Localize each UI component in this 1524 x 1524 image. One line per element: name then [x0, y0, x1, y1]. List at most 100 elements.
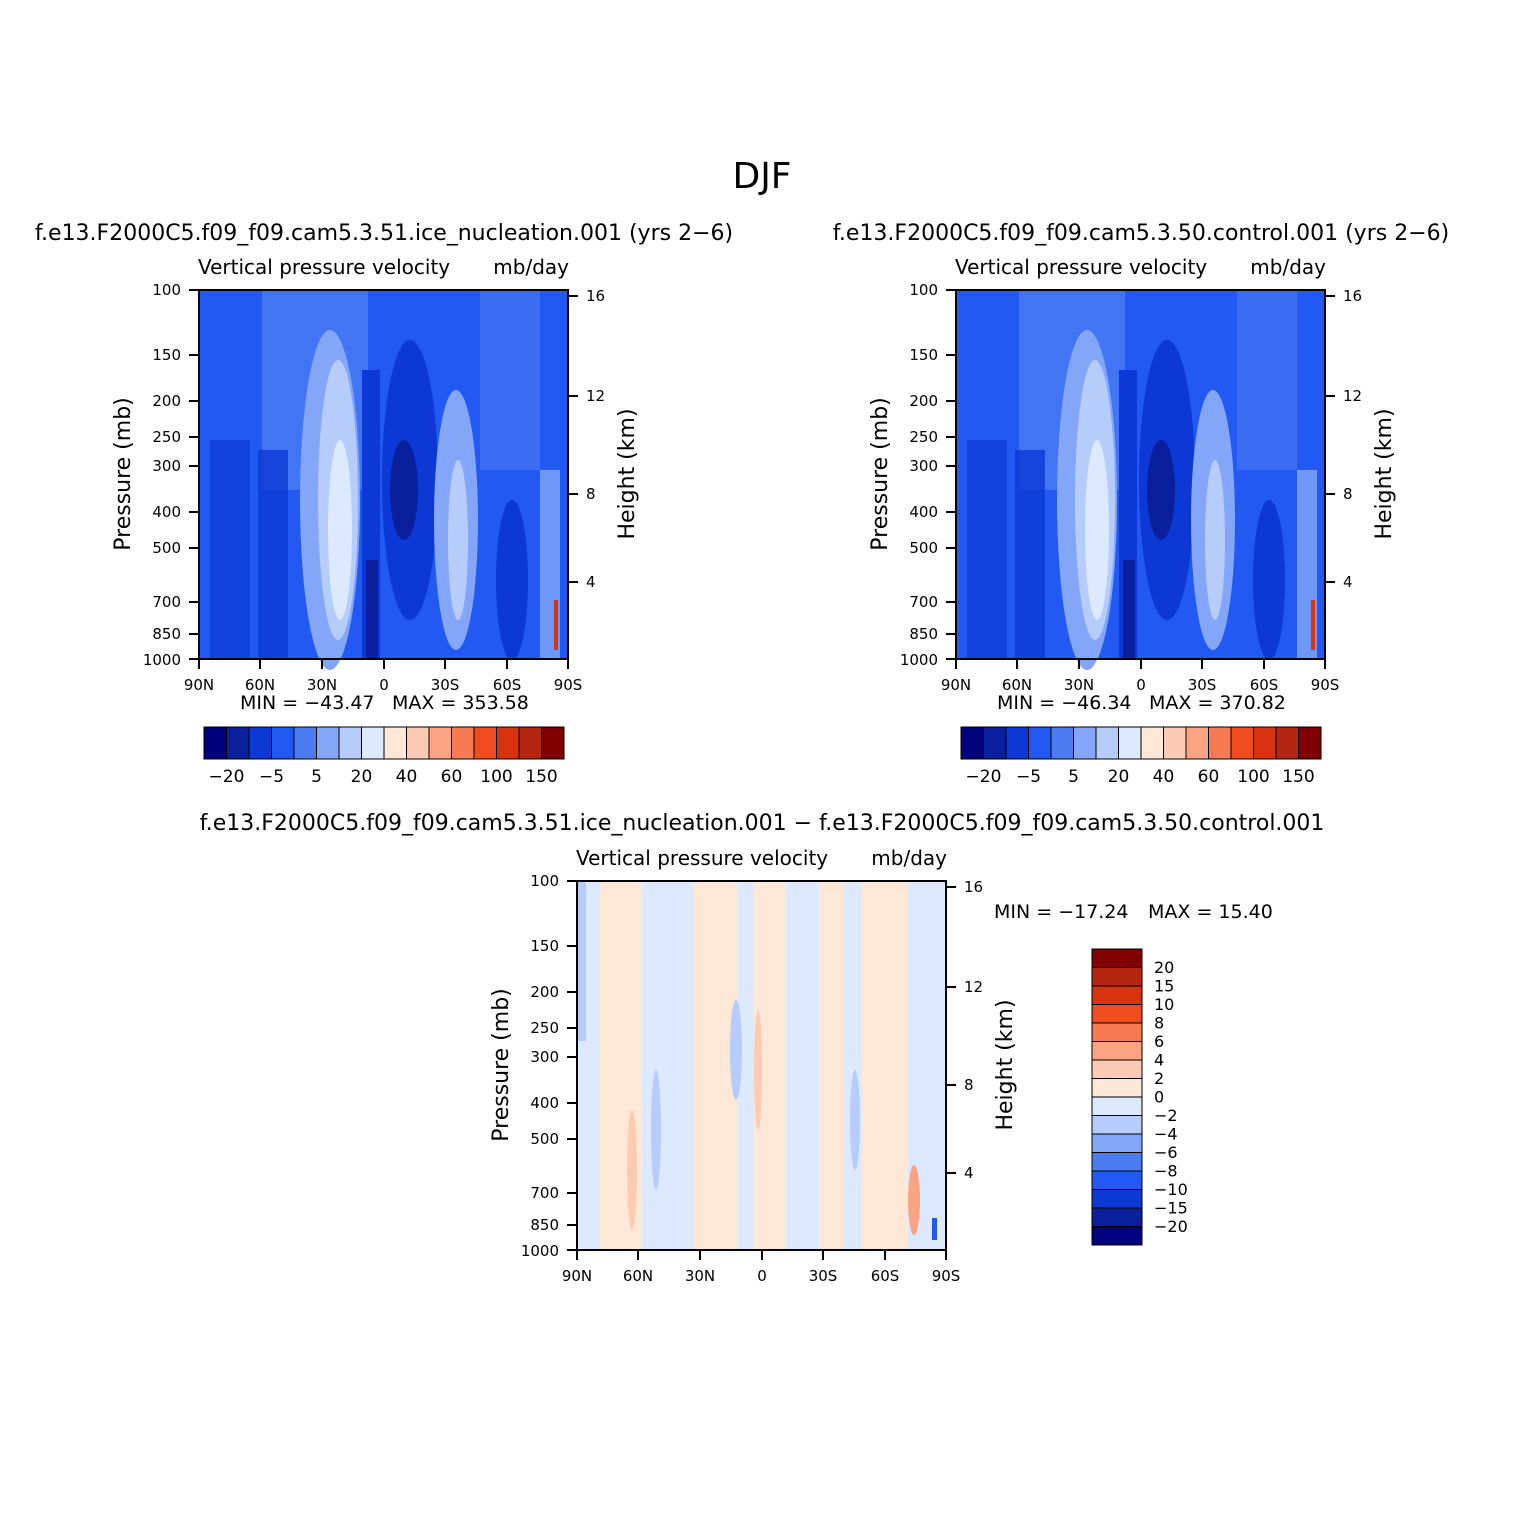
panel-1-y-right-axis: 16 12 8 4 Height (km): [568, 287, 640, 591]
y-tick-label: 150: [530, 937, 559, 955]
colorbar-label: 5: [311, 767, 322, 787]
colorbar-label: 20: [1154, 958, 1174, 977]
colorbar-label: 4: [1154, 1051, 1164, 1070]
y-tick-label: 300: [530, 1048, 559, 1066]
panel-3-variable: Vertical pressure velocity: [576, 846, 828, 870]
panel-1-min-label: MIN = −43.47: [240, 692, 375, 714]
panel-1-variable: Vertical pressure velocity: [198, 255, 450, 279]
y-tick-label: 100: [152, 281, 181, 299]
x-tick-label: 60S: [1250, 676, 1279, 694]
panel-3-case-title: f.e13.F2000C5.f09_f09.cam5.3.51.ice_nucl…: [200, 811, 1325, 836]
y-tick-label: 1000: [143, 651, 181, 669]
colorbar-label: 15: [1154, 977, 1174, 996]
y-tick-label: 400: [530, 1094, 559, 1112]
y-tick-label: 700: [530, 1184, 559, 1202]
x-tick-label: 60N: [623, 1267, 653, 1285]
colorbar-label: 5: [1068, 767, 1079, 787]
colorbar-label: −20: [966, 767, 1002, 787]
panel-3: f.e13.F2000C5.f09_f09.cam5.3.51.ice_nucl…: [200, 811, 1325, 1285]
colorbar-label: 20: [351, 767, 373, 787]
figure-title: DJF: [732, 156, 791, 197]
x-tick-label: 90N: [184, 676, 214, 694]
panel-1-case-title: f.e13.F2000C5.f09_f09.cam5.3.51.ice_nucl…: [35, 221, 733, 246]
y-tick-label: 100: [530, 872, 559, 890]
panel-2-case-title: f.e13.F2000C5.f09_f09.cam5.3.50.control.…: [833, 221, 1449, 246]
y-tick-label: 400: [909, 503, 938, 521]
x-tick-label: 30N: [307, 676, 337, 694]
y-tick-label: 250: [530, 1019, 559, 1037]
x-tick-label: 30S: [431, 676, 460, 694]
colorbar-label: 2: [1154, 1069, 1164, 1088]
y-tick-label: 500: [909, 539, 938, 557]
colorbar-label: −20: [209, 767, 245, 787]
colorbar-label: 100: [1237, 767, 1269, 787]
panel-1-colorbar: −20 −5 5 20 40 60 100 150: [203, 726, 565, 787]
panel-1-plot-area: [198, 289, 569, 670]
panel-2-x-axis: 90N 60N 30N 0 30S 60S 90S: [941, 659, 1339, 694]
panel-3-y-axis: 100 150 200 250 300 400 500 700 850 1000…: [489, 872, 577, 1260]
colorbar-label: 150: [525, 767, 557, 787]
y-tick-label: 100: [909, 281, 938, 299]
y-tick-label: 200: [152, 392, 181, 410]
panel-2: f.e13.F2000C5.f09_f09.cam5.3.50.control.…: [833, 221, 1449, 787]
colorbar-label: 150: [1282, 767, 1314, 787]
panel-3-plot-area: [576, 880, 947, 1251]
x-tick-label: 90S: [932, 1267, 961, 1285]
y-tick-label: 850: [152, 625, 181, 643]
y-tick-label: 1000: [900, 651, 938, 669]
x-tick-label: 30N: [1064, 676, 1094, 694]
panel-1-ylabel: Pressure (mb): [111, 397, 136, 551]
panel-1-ylabel-right: Height (km): [615, 408, 640, 539]
x-tick-label: 30S: [809, 1267, 838, 1285]
panel-1-max-label: MAX = 353.58: [392, 692, 529, 714]
panel-2-y-axis: 100 150 200 250 300 400 500 700 850 1000…: [868, 281, 956, 669]
y-right-tick-label: 8: [1343, 485, 1353, 503]
colorbar-label: −2: [1154, 1106, 1178, 1125]
y-right-tick-label: 8: [964, 1076, 974, 1094]
panel-3-ylabel: Pressure (mb): [489, 988, 514, 1142]
x-tick-label: 30S: [1188, 676, 1217, 694]
x-tick-label: 0: [757, 1267, 767, 1285]
y-right-tick-label: 4: [1343, 573, 1353, 591]
panel-3-x-axis: 90N 60N 30N 0 30S 60S 90S: [562, 1250, 960, 1285]
colorbar-label: −8: [1154, 1162, 1178, 1181]
y-tick-label: 300: [152, 457, 181, 475]
panel-1: f.e13.F2000C5.f09_f09.cam5.3.51.ice_nucl…: [35, 221, 733, 787]
y-tick-label: 400: [152, 503, 181, 521]
y-right-tick-label: 12: [1343, 387, 1362, 405]
panel-2-units: mb/day: [1250, 255, 1326, 279]
y-right-tick-label: 4: [964, 1164, 974, 1182]
colorbar-label: 8: [1154, 1014, 1164, 1033]
y-right-tick-label: 16: [1343, 287, 1362, 305]
y-tick-label: 500: [152, 539, 181, 557]
y-right-tick-label: 16: [964, 878, 983, 896]
colorbar-label: 100: [480, 767, 512, 787]
colorbar-label: 6: [1154, 1032, 1164, 1051]
x-tick-label: 60S: [871, 1267, 900, 1285]
panel-3-min-label: MIN = −17.24: [994, 901, 1129, 923]
y-right-tick-label: 12: [586, 387, 605, 405]
panel-2-plot-area: [955, 289, 1326, 670]
y-tick-label: 700: [909, 593, 938, 611]
panel-3-y-right-axis: 16 12 8 4 Height (km): [946, 878, 1018, 1182]
panel-3-max-label: MAX = 15.40: [1148, 901, 1273, 923]
y-tick-label: 150: [909, 346, 938, 364]
panel-3-units: mb/day: [871, 846, 947, 870]
colorbar-label: 40: [396, 767, 418, 787]
panel-3-ylabel-right: Height (km): [993, 999, 1018, 1130]
x-tick-label: 90S: [1311, 676, 1340, 694]
y-tick-label: 850: [530, 1216, 559, 1234]
y-tick-label: 1000: [521, 1242, 559, 1260]
y-tick-label: 700: [152, 593, 181, 611]
panel-2-ylabel: Pressure (mb): [868, 397, 893, 551]
y-tick-label: 200: [909, 392, 938, 410]
y-tick-label: 150: [152, 346, 181, 364]
colorbar-label: −15: [1154, 1199, 1188, 1218]
y-right-tick-label: 16: [586, 287, 605, 305]
x-tick-label: 30N: [685, 1267, 715, 1285]
panel-2-max-label: MAX = 370.82: [1149, 692, 1286, 714]
panel-2-ylabel-right: Height (km): [1372, 408, 1397, 539]
panel-1-x-axis: 90N 60N 30N 0 30S 60S 90S: [184, 659, 582, 694]
colorbar-label: −4: [1154, 1125, 1178, 1144]
